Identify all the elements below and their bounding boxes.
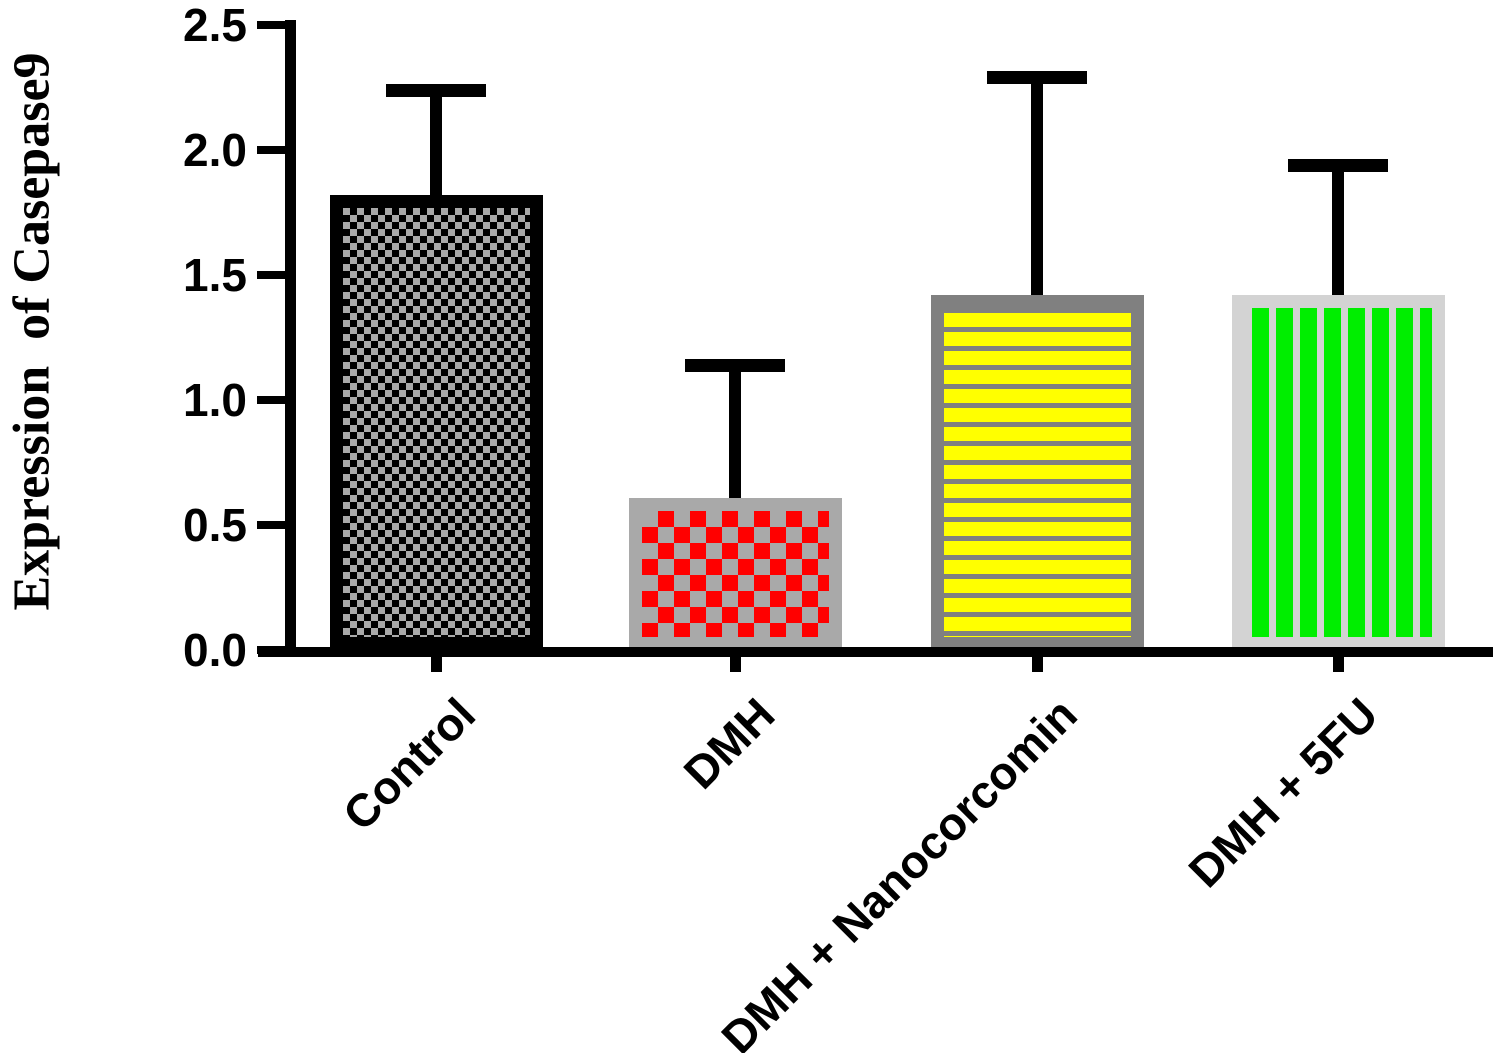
x-label-dmh-5fu: DMH + 5FU bbox=[1178, 687, 1388, 898]
error-bar-line-dmh-nanocorcomin bbox=[1031, 77, 1043, 335]
bar-dmh-5fu bbox=[1231, 295, 1445, 650]
y-tick-2-0 bbox=[257, 146, 285, 154]
bar-dmh-nanocorcomin bbox=[930, 295, 1144, 650]
x-tick-dmh-nanocorcomin bbox=[1031, 657, 1043, 672]
y-tick-label-2-5: 2.5 bbox=[183, 0, 247, 51]
x-tick-dmh bbox=[729, 657, 741, 672]
y-tick-label-0-5: 0.5 bbox=[183, 499, 247, 551]
bar-dmh bbox=[628, 497, 842, 650]
y-tick-0-5 bbox=[257, 521, 285, 529]
y-tick-1-0 bbox=[257, 396, 285, 404]
x-label-dmh-nanocorcomin: DMH + Nanocorcomin bbox=[711, 687, 1087, 1053]
y-tick-2-5 bbox=[257, 21, 285, 29]
error-bar-cap-dmh bbox=[685, 358, 785, 372]
error-bar-cap-dmh-5fu bbox=[1288, 158, 1388, 172]
bar-control bbox=[329, 195, 543, 650]
error-bar-line-dmh bbox=[729, 365, 741, 538]
x-label-dmh: DMH bbox=[673, 687, 785, 799]
y-tick-label-0-0: 0.0 bbox=[183, 624, 247, 676]
error-bar-cap-dmh-nanocorcomin bbox=[987, 71, 1087, 84]
y-tick-label-2-0: 2.0 bbox=[183, 124, 247, 176]
x-label-control: Control bbox=[333, 687, 486, 841]
error-bar-line-dmh-5fu bbox=[1332, 165, 1344, 335]
x-axis-line bbox=[258, 647, 1493, 657]
y-tick-1-5 bbox=[257, 271, 285, 279]
y-axis-line bbox=[285, 20, 296, 657]
x-tick-control bbox=[430, 657, 442, 672]
y-tick-label-1-5: 1.5 bbox=[183, 249, 247, 301]
y-tick-0-0 bbox=[257, 646, 285, 654]
error-bar-cap-control bbox=[386, 83, 486, 97]
y-tick-label-1-0: 1.0 bbox=[183, 374, 247, 426]
x-tick-dmh-5fu bbox=[1332, 657, 1344, 672]
